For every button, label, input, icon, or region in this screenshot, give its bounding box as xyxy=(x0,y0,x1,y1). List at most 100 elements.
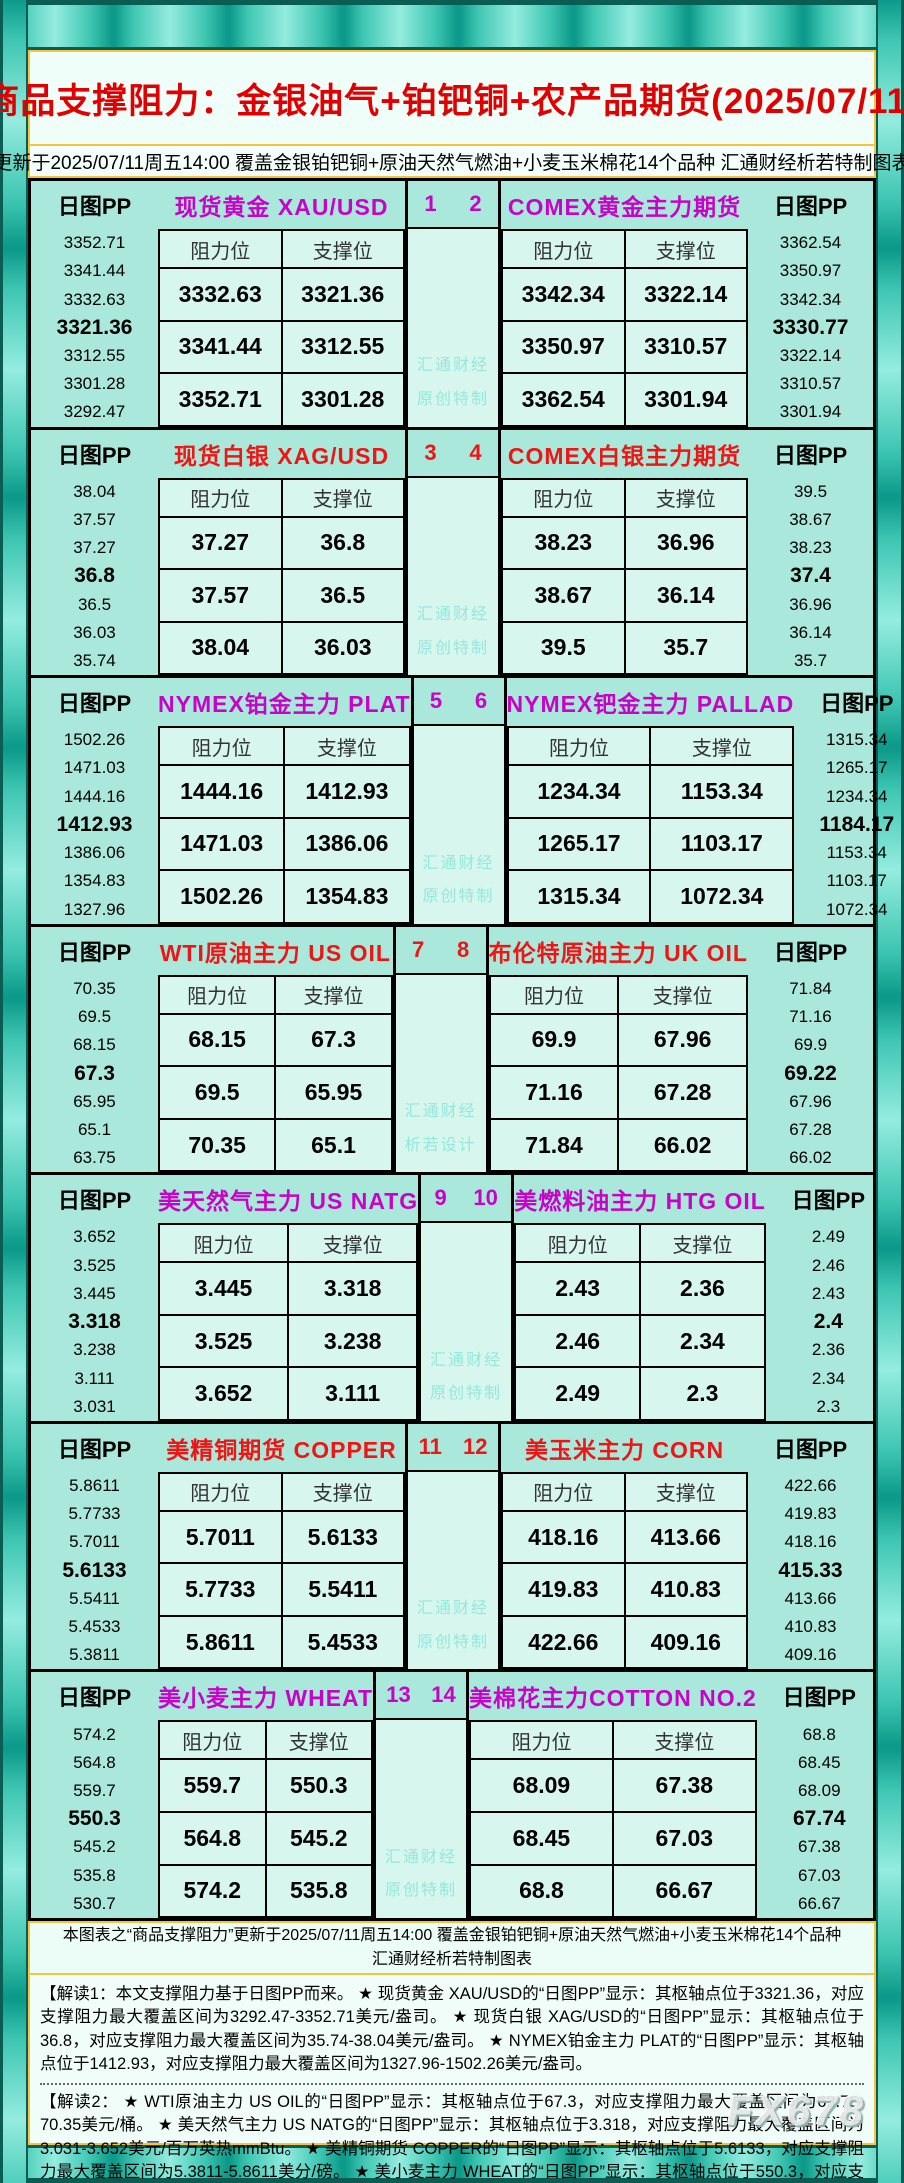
right-pp-column: 日图PP 71.84 71.16 69.9 69.22 67.96 67.28 … xyxy=(748,927,873,1173)
levels-table: 阻力位 支撑位 3.445 3.318 3.525 3.238 3.652 xyxy=(157,1223,419,1421)
support-value: 3312.55 xyxy=(280,319,405,375)
pp-value: 1315.34 xyxy=(826,730,888,750)
instrument-name: NYMEX铂金主力 PLAT xyxy=(158,691,411,718)
pp-value: 2.43 xyxy=(811,1283,845,1303)
resistance-header: 阻力位 xyxy=(158,477,283,518)
support-value: 3.318 xyxy=(287,1261,419,1316)
footer-summary: 本图表之“商品支撑阻力”更新于2025/07/11周五14:00 覆盖金银铂钯铜… xyxy=(28,1921,876,1975)
pp-pivot-value: 69.22 xyxy=(784,1061,837,1085)
resistance-header: 阻力位 xyxy=(501,477,626,518)
pp-value: 65.95 xyxy=(73,1091,116,1111)
pp-value: 1234.34 xyxy=(826,786,888,806)
right-pp-column: 日图PP 3362.54 3350.97 3342.34 3330.77 332… xyxy=(748,181,873,427)
table-row: 71.16 67.28 xyxy=(488,1065,748,1120)
pp-value: 68.09 xyxy=(798,1781,841,1801)
resistance-value: 564.8 xyxy=(158,1810,267,1866)
right-pp-column: 日图PP 422.66 419.83 418.16 415.33 413.66 … xyxy=(748,1424,873,1670)
levels-table: 阻力位 支撑位 418.16 413.66 419.83 410.83 422.… xyxy=(501,1471,748,1670)
support-value: 66.67 xyxy=(611,1863,757,1919)
levels-table: 阻力位 支撑位 68.09 67.38 68.45 67.03 68.8 xyxy=(469,1720,757,1919)
instrument-name: 美小麦主力 WHEAT xyxy=(158,1685,374,1712)
resistance-value: 39.5 xyxy=(501,620,626,676)
resistance-value: 2.49 xyxy=(514,1366,642,1421)
support-value: 3301.94 xyxy=(623,372,748,427)
resistance-header: 阻力位 xyxy=(157,974,277,1015)
resistance-value: 418.16 xyxy=(501,1509,626,1565)
levels-table: 阻力位 支撑位 2.43 2.36 2.46 2.34 2.49 xyxy=(514,1223,766,1421)
table-row: 69.5 65.95 xyxy=(157,1065,393,1120)
pp-column-header: 日图PP xyxy=(773,1436,848,1462)
decorative-tile-strip-top xyxy=(0,0,904,50)
instrument-blocks-grid: 日图PP 3352.71 3341.44 3332.63 3321.36 331… xyxy=(28,178,894,1921)
table-row: 3341.44 3312.55 xyxy=(158,319,405,375)
resistance-header: 阻力位 xyxy=(469,1720,614,1761)
levels-table: 阻力位 支撑位 3342.34 3322.14 3350.97 3310.57 … xyxy=(501,229,748,427)
pp-value: 68.15 xyxy=(73,1035,116,1055)
resistance-value: 1444.16 xyxy=(157,764,286,819)
support-header: 支撑位 xyxy=(649,726,795,767)
left-instrument: 美精铜期货 COPPER 阻力位 支撑位 5.7011 5.6133 5.773… xyxy=(158,1424,405,1670)
pp-value: 3341.44 xyxy=(63,261,126,281)
pp-column-header: 日图PP xyxy=(57,194,132,219)
resistance-value: 419.83 xyxy=(501,1562,626,1617)
block-number-left: 9 xyxy=(434,1185,447,1211)
middle-column: 11 12 汇通财经 原创特制 xyxy=(405,1423,501,1670)
brand-stamp-line: 汇通财经 xyxy=(385,1848,458,1866)
resistance-value: 3341.44 xyxy=(158,319,283,375)
support-value: 1153.34 xyxy=(649,764,795,819)
support-header: 支撑位 xyxy=(280,477,405,518)
levels-table: 阻力位 支撑位 1234.34 1153.34 1265.17 1103.17 … xyxy=(506,726,795,924)
content-area: 商品支撑阻力：金银油气+铂钯铜+农产品期货(2025/07/11) 更新于202… xyxy=(0,50,904,2181)
resistance-header: 阻力位 xyxy=(501,229,626,269)
pp-value: 69.9 xyxy=(793,1035,828,1055)
pp-value: 3301.94 xyxy=(779,402,842,422)
table-row: 419.83 410.83 xyxy=(501,1562,748,1617)
pp-value: 418.16 xyxy=(784,1532,837,1552)
pp-value: 3342.34 xyxy=(779,289,842,309)
instrument-name: 美棉花主力COTTON NO.2 xyxy=(469,1685,757,1712)
pp-value: 564.8 xyxy=(73,1752,116,1772)
left-instrument: 美天然气主力 US NATG 阻力位 支撑位 3.445 3.318 3.525 xyxy=(157,1175,419,1421)
pp-value: 37.27 xyxy=(73,538,116,558)
pp-value: 68.8 xyxy=(802,1724,836,1744)
levels-table: 阻力位 支撑位 5.7011 5.6133 5.7733 5.5411 5.86… xyxy=(158,1471,405,1670)
table-row: 2.46 2.34 xyxy=(514,1313,766,1369)
table-row: 5.7011 5.6133 xyxy=(158,1509,405,1565)
instrument-name: COMEX白银主力期货 xyxy=(507,442,742,469)
block-index-numbers: 3 4 xyxy=(408,430,498,478)
support-header: 支撑位 xyxy=(639,1223,766,1264)
table-row: 5.7733 5.5411 xyxy=(158,1562,405,1617)
pp-pivot-value: 1412.93 xyxy=(56,812,133,836)
support-value: 3310.57 xyxy=(623,319,748,375)
pp-value: 574.2 xyxy=(73,1724,116,1744)
support-value: 3.111 xyxy=(287,1366,419,1421)
note-1: 【解读1：本文支撑阻力基于日图PP而来。 ★ 现货黄金 XAU/USD的“日图P… xyxy=(40,1985,864,2074)
pp-pivot-value: 550.3 xyxy=(68,1807,121,1831)
support-value: 36.96 xyxy=(623,515,748,571)
brand-stamp: 汇通财经 原创特制 xyxy=(408,229,498,427)
block-index-numbers: 7 8 xyxy=(395,927,486,975)
support-value: 3301.28 xyxy=(280,372,405,427)
pp-value: 3.525 xyxy=(73,1255,116,1275)
support-header: 支撑位 xyxy=(264,1720,374,1761)
resistance-header: 阻力位 xyxy=(501,1471,626,1512)
pp-value: 38.04 xyxy=(73,481,116,501)
pp-value: 559.7 xyxy=(73,1781,116,1801)
pp-value: 3301.28 xyxy=(63,374,126,394)
levels-table: 阻力位 支撑位 37.27 36.8 37.57 36.5 38.04 xyxy=(158,477,405,676)
pp-pivot-value: 67.3 xyxy=(74,1061,115,1085)
resistance-header: 阻力位 xyxy=(157,726,286,767)
resistance-value: 68.09 xyxy=(469,1758,614,1813)
pp-value: 65.1 xyxy=(77,1119,112,1139)
block-index-numbers: 9 10 xyxy=(421,1175,512,1224)
pp-value: 3310.57 xyxy=(779,374,842,394)
pp-pivot-value: 37.4 xyxy=(790,564,831,588)
pp-value: 36.03 xyxy=(73,622,116,642)
instrument-name: 布伦特原油主力 UK OIL xyxy=(488,939,748,966)
left-pp-column: 日图PP 70.35 69.5 68.15 67.3 65.95 65.1 63… xyxy=(31,927,158,1173)
pp-column-header: 日图PP xyxy=(791,1188,866,1214)
table-row: 574.2 535.8 xyxy=(158,1863,374,1919)
pp-value: 3.111 xyxy=(74,1368,115,1388)
resistance-value: 1471.03 xyxy=(157,816,286,872)
pp-value: 71.84 xyxy=(789,978,832,998)
